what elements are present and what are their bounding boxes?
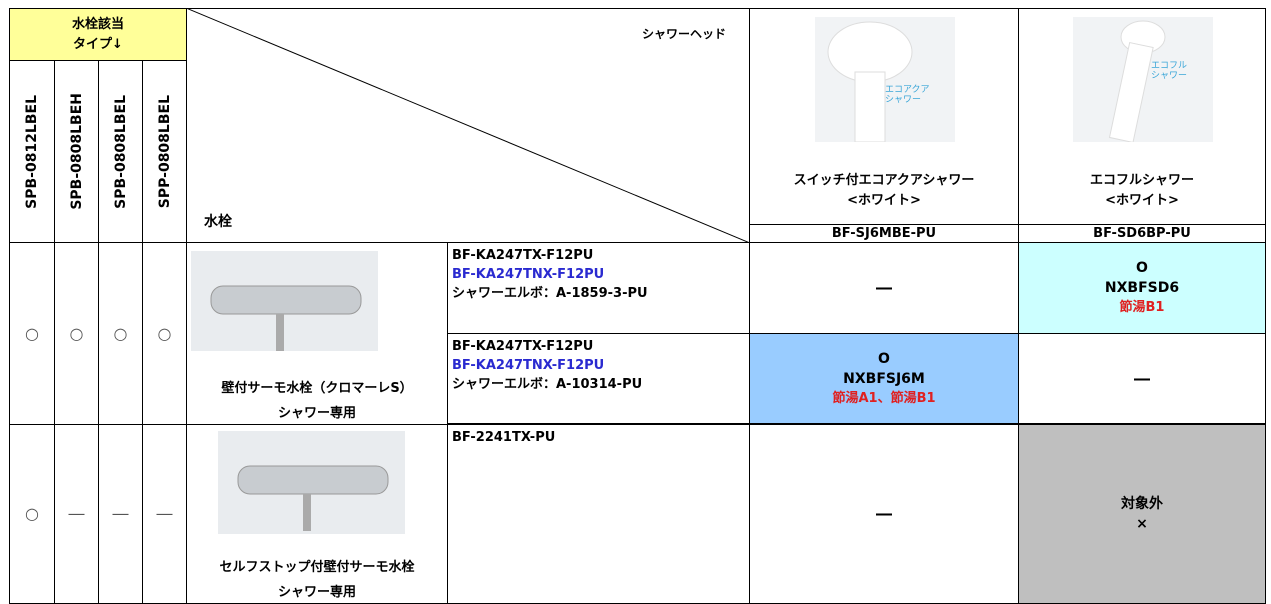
mark: ○ (25, 323, 39, 343)
faucet-image (191, 251, 378, 351)
compat-code: NXBFSJ6M (843, 370, 925, 387)
model-line: BF-2241TX-PU (452, 430, 556, 445)
shower-badge: エコフル シャワー (1151, 61, 1187, 81)
type-header: 水栓該当タイプ↓ (9, 8, 187, 61)
compat-mark: O (1136, 260, 1148, 276)
type-code-cell: SPB-0808LBEL (98, 60, 143, 243)
compat-code: × (1136, 516, 1148, 532)
type-code: SPB-0808LBEH (68, 93, 85, 210)
mark-cell: ― (54, 424, 99, 604)
faucet-name: セルフストップ付壁付サーモ水栓 シャワー専用 (187, 555, 447, 604)
badge-text: エコアクア (885, 85, 930, 95)
compat-note: 節湯B1 (1119, 300, 1165, 315)
shower-icon (1108, 20, 1166, 144)
mark-cell: ○ (9, 424, 55, 604)
model-line: BF-KA247TNX-F12PU (452, 358, 605, 373)
mark-cell: ○ (54, 242, 99, 425)
model-lines: BF-KA247TX-F12PU BF-KA247TNX-F12PU シャワーエルボ… (452, 337, 642, 394)
badge-text: エコフル (1151, 61, 1188, 71)
model-cell: BF-KA247TX-F12PU BF-KA247TNX-F12PU シャワーエルボ… (447, 333, 750, 424)
model-lines: BF-KA247TX-F12PU BF-KA247TNX-F12PU シャワーエルボ… (452, 246, 648, 303)
type-code-cell: SPB-0812LBEL (9, 60, 55, 243)
mark-cell: ○ (9, 242, 55, 425)
faucet-label: 水栓 (204, 214, 232, 230)
faucet-name-line: セルフストップ付壁付サーモ水栓 (219, 560, 415, 575)
faucet-icon (210, 285, 362, 351)
shower-compat-cell: O NXBFSJ6M 節湯A1、節湯B1 (749, 333, 1019, 424)
shower-compat-cell: ― (1018, 333, 1266, 424)
compat-mark: O (878, 350, 890, 367)
shower-icon (827, 21, 913, 143)
shower-compat-cell: ― (749, 242, 1019, 334)
type-code: SPP-0808LBEL (156, 94, 173, 209)
shower-name: エコフルシャワー <ホワイト> (1019, 171, 1265, 211)
shower-model: BF-SD6BP-PU (1093, 225, 1191, 241)
mark: ○ (69, 323, 84, 343)
shower-color: <ホワイト> (847, 193, 921, 208)
badge-text: シャワー (1151, 71, 1188, 81)
shower-image: エコアクア シャワー (815, 17, 955, 143)
mark: ― (112, 504, 129, 523)
compat-mark: 対象外 (1121, 496, 1163, 512)
shower-image: エコフル シャワー (1073, 17, 1213, 144)
badge-text: シャワー (885, 95, 922, 105)
diagonal (186, 8, 750, 243)
model-cell: BF-KA247TX-F12PU BF-KA247TNX-F12PU シャワーエルボ… (447, 242, 750, 334)
faucet-cell: 壁付サーモ水栓（クロマーレS） シャワー専用 (186, 242, 448, 425)
faucet-name: 壁付サーモ水栓（クロマーレS） シャワー専用 (187, 376, 447, 426)
compat-text: ― (876, 278, 892, 297)
compat-text: ― (876, 504, 892, 523)
faucet-name-line: 壁付サーモ水栓（クロマーレS） (221, 381, 413, 396)
shower-compat-cell: O NXBFSD6 節湯B1 (1018, 242, 1266, 334)
mark-cell: ― (142, 424, 187, 604)
model-line: シャワーエルボ：A-1859-3-PU (452, 286, 648, 301)
header-diagonal-cell: シャワーヘッド水栓 (186, 8, 750, 243)
mark-cell: ― (98, 424, 143, 604)
compat-text: ― (1134, 368, 1150, 388)
shower-name-text: スイッチ付エコアクアシャワー (793, 173, 975, 188)
type-code-cell: SPB-0808LBEH (54, 60, 99, 243)
model-line: BF-KA247TX-F12PU (452, 248, 594, 263)
type-label: タイプ↓ (73, 36, 123, 52)
faucet-image (218, 431, 405, 534)
model-line: シャワーエルボ：A-10314-PU (452, 377, 643, 392)
shower-model-cell: BF-SD6BP-PU (1018, 224, 1266, 243)
model-cell: BF-2241TX-PU (447, 424, 750, 604)
shower-model-cell: BF-SJ6MBE-PU (749, 224, 1019, 243)
compat-code: NXBFSD6 (1104, 280, 1180, 296)
faucet-name-line: シャワー専用 (277, 406, 356, 421)
mark-cell: ○ (142, 242, 187, 425)
shower-compat-cell: 対象外 × (1018, 424, 1266, 604)
mark-cell: ○ (98, 242, 143, 425)
shower-name: スイッチ付エコアクアシャワー <ホワイト> (750, 171, 1018, 211)
shower-name-text: エコフルシャワー (1089, 173, 1194, 188)
type-code: SPB-0812LBEL (24, 94, 40, 209)
faucet-icon (237, 465, 389, 531)
shower-compat-cell: ― (749, 424, 1019, 604)
compat-note: 節湯A1、節湯B1 (832, 390, 936, 406)
mark: ○ (113, 323, 128, 343)
model-line: BF-KA247TX-F12PU (452, 339, 594, 354)
shower-head-label: シャワーヘッド (642, 27, 727, 41)
model-lines: BF-2241TX-PU (452, 428, 555, 447)
type-label: 水栓該当 (71, 16, 124, 32)
mark: ○ (25, 504, 39, 523)
shower-head-cell: エコアクア シャワースイッチ付エコアクアシャワー <ホワイト> (749, 8, 1019, 225)
type-code-cell: SPP-0808LBEL (142, 60, 187, 243)
shower-badge: エコアクア シャワー (885, 85, 930, 105)
shower-head-cell: エコフル シャワー エコフルシャワー <ホワイト> (1018, 8, 1266, 225)
shower-model: BF-SJ6MBE-PU (831, 225, 937, 241)
model-line: BF-KA247TNX-F12PU (452, 267, 605, 282)
faucet-name-line: シャワー専用 (277, 585, 356, 600)
mark: ― (156, 504, 173, 523)
mark: ― (68, 504, 85, 523)
faucet-cell: セルフストップ付壁付サーモ水栓 シャワー専用 (186, 424, 448, 604)
shower-color: <ホワイト> (1105, 193, 1179, 208)
mark: ○ (157, 323, 172, 343)
type-code: SPB-0808LBEL (112, 94, 129, 209)
